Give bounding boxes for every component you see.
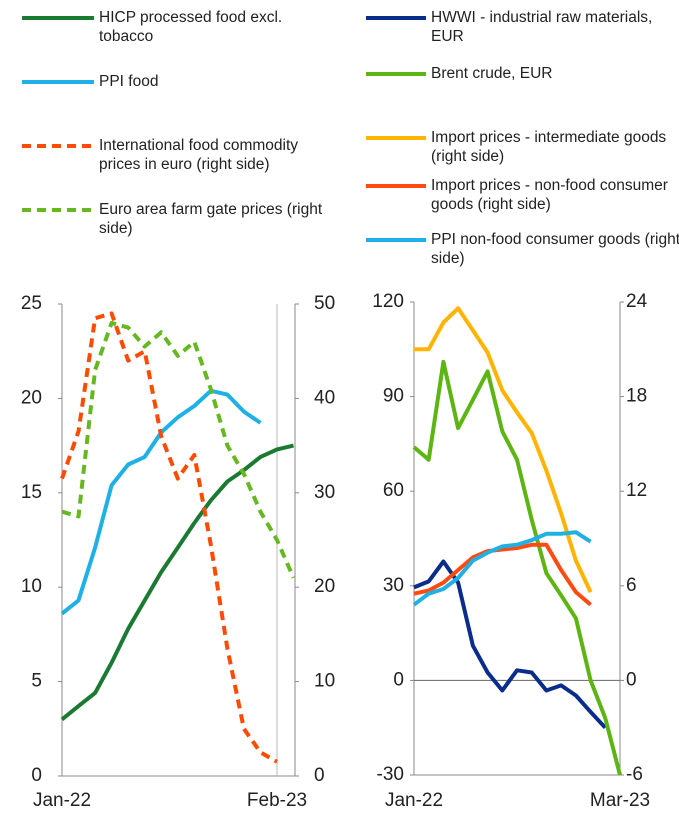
y-tick-label: 90 [383, 386, 404, 407]
y2-tick-label: 12 [626, 480, 647, 501]
legend-label: International food commodity prices in e… [99, 137, 299, 173]
x-tick-label: Feb-23 [247, 790, 307, 811]
legend-label: PPI non-food consumer goods (right side) [431, 231, 679, 267]
series-line [413, 542, 592, 607]
y2-tick-label: 30 [314, 482, 335, 503]
y-tick-label: 0 [393, 669, 404, 690]
y-tick-label: 30 [383, 575, 404, 596]
legend-label: HICP processed food excl. tobacco [99, 9, 283, 45]
series-line [60, 388, 262, 616]
y-tick-label: 0 [31, 765, 42, 786]
legend-label: HWWI - industrial raw materials, EUR [431, 9, 653, 45]
y-tick-label: 15 [21, 482, 42, 503]
y-tick-label: 60 [383, 480, 404, 501]
series-line [413, 559, 607, 730]
legend-label: Brent crude, EUR [431, 65, 553, 82]
y-tick-label: 10 [21, 576, 42, 597]
series-line [412, 530, 592, 607]
series-line [60, 443, 294, 721]
y2-tick-label: 6 [626, 575, 637, 596]
y2-tick-label: 0 [626, 669, 637, 690]
legend-label: PPI food [99, 73, 159, 90]
y2-tick-label: 0 [314, 765, 325, 786]
y2-tick-label: 20 [314, 576, 335, 597]
series-line [61, 320, 296, 579]
y-tick-label: 5 [31, 671, 42, 692]
y2-tick-label: 40 [314, 387, 335, 408]
y-tick-label: 25 [21, 293, 42, 314]
y2-tick-label: 10 [314, 671, 335, 692]
legend-label: Import prices - non-food consumer goods … [431, 177, 668, 213]
y2-tick-label: -6 [626, 764, 643, 785]
series-line [414, 306, 593, 593]
y2-tick-label: 50 [314, 293, 335, 314]
legend-label: Euro area farm gate prices (right side) [99, 201, 323, 237]
y-tick-label: -30 [377, 764, 404, 785]
legend-label: Import prices - intermediate goods (righ… [431, 129, 667, 165]
x-tick-label: Mar-23 [590, 790, 650, 811]
x-tick-label: Jan-22 [385, 790, 443, 811]
y2-tick-label: 24 [626, 291, 648, 312]
series-line [412, 359, 622, 776]
x-tick-label: Jan-22 [33, 790, 91, 811]
y-tick-label: 20 [21, 387, 42, 408]
y2-tick-label: 18 [626, 386, 647, 407]
y-tick-label: 120 [372, 291, 404, 312]
series-line [60, 311, 278, 764]
